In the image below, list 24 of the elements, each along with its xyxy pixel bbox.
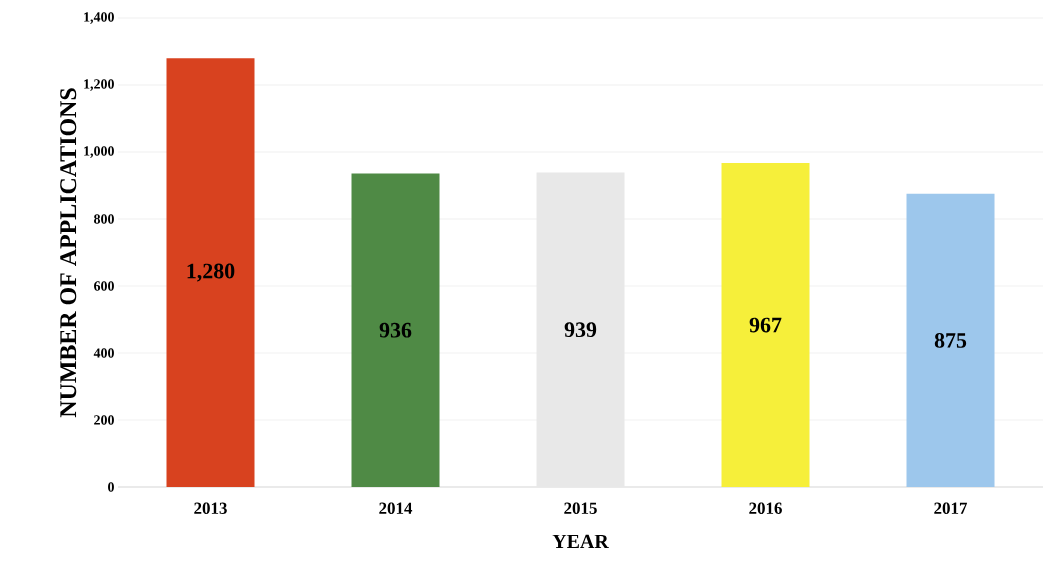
y-tick-label: 1,400 — [84, 12, 114, 24]
data-label: 936 — [379, 322, 412, 338]
x-tick-label: 2016 — [749, 502, 782, 514]
data-label: 939 — [564, 322, 597, 338]
bar — [906, 193, 995, 487]
y-axis-title: NUMBER OF APPLICATIONS — [60, 88, 77, 418]
x-tick-label: 2013 — [194, 502, 227, 514]
x-axis-title: YEAR — [552, 534, 609, 548]
data-label: 967 — [749, 317, 782, 333]
x-tick-label: 2015 — [564, 502, 597, 514]
y-tick-label: 400 — [93, 348, 114, 358]
y-tick-label: 800 — [94, 214, 114, 224]
data-label: 875 — [934, 333, 967, 348]
x-tick-label: 2014 — [379, 502, 413, 514]
y-tick-label: 600 — [94, 281, 114, 291]
x-tick-label: 2017 — [934, 502, 968, 514]
bar — [721, 163, 810, 487]
y-tick-label: 0 — [108, 482, 114, 492]
bar — [166, 58, 255, 487]
bar — [351, 173, 440, 487]
y-tick-label: 200 — [94, 415, 114, 425]
y-tick-label: 1,200 — [84, 79, 114, 91]
y-tick-label: 1,000 — [84, 146, 114, 158]
data-label: 1,280 — [187, 263, 235, 282]
